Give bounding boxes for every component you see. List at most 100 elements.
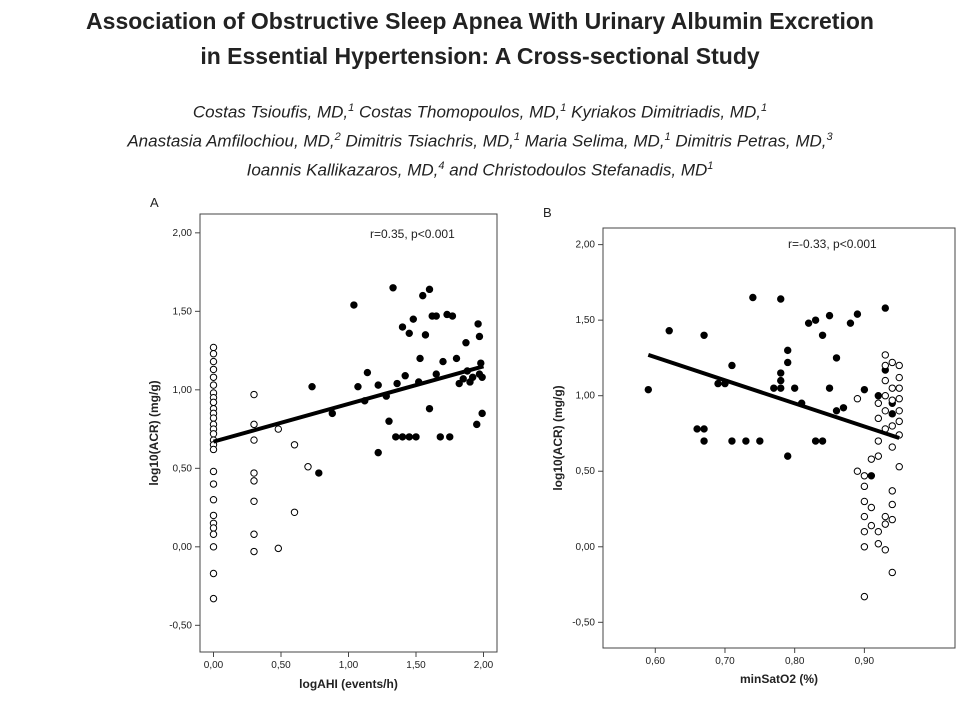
author-name: Maria Selima, MD,	[524, 131, 665, 151]
scatter-point	[469, 373, 477, 381]
scatter-point	[665, 327, 673, 335]
y-axis-label: log10(ACR) (mg/g)	[147, 380, 161, 485]
scatter-point	[374, 381, 382, 389]
scatter-point	[250, 436, 258, 444]
scatter-point	[274, 544, 282, 553]
affiliation: 1	[664, 131, 671, 144]
x-tick-label: 0,70	[715, 656, 735, 667]
y-tick-label: 1,50	[576, 315, 596, 326]
affiliation: 4	[438, 160, 445, 173]
authors: Costas Tsioufis, MD,1 Costas Thomopoulos…	[0, 96, 960, 183]
scatter-point	[860, 472, 869, 480]
scatter-point	[209, 524, 218, 532]
scatter-point	[446, 433, 454, 441]
plot-frame	[602, 227, 956, 649]
scatter-point	[895, 463, 903, 471]
scatter-point	[784, 452, 792, 460]
scatter-point	[436, 433, 444, 441]
scatter-point	[308, 382, 316, 391]
scatter-point	[700, 425, 708, 433]
y-tick-label: 1,50	[173, 306, 193, 317]
affiliation: 1	[513, 131, 520, 144]
scatter-point	[363, 368, 372, 377]
affiliation: 1	[560, 102, 567, 114]
scatter-point	[209, 543, 218, 551]
scatter-point	[784, 346, 792, 355]
y-tick-label: 0,00	[576, 542, 596, 553]
scatter-point	[777, 384, 785, 392]
scatter-point	[250, 390, 258, 399]
y-tick-label: 0,00	[173, 542, 193, 553]
scatter-point	[315, 469, 323, 477]
scatter-point	[881, 391, 889, 400]
scatter-point	[756, 437, 764, 445]
scatter-point	[412, 433, 420, 441]
scatter-point	[398, 433, 407, 441]
annotation: r=-0.33, p<0.001	[788, 237, 877, 251]
scatter-point	[867, 472, 876, 480]
scatter-point	[209, 430, 218, 438]
author-name: Ioannis Kallikazaros, MD,	[246, 160, 439, 180]
scatter-point	[416, 354, 424, 363]
scatter-point	[874, 540, 883, 548]
scatter-point	[209, 511, 218, 520]
scatter-point	[448, 312, 457, 320]
scatter-point	[790, 384, 799, 392]
scatter-point	[209, 357, 218, 366]
scatter-point	[693, 425, 701, 433]
scatter-point	[888, 410, 896, 418]
scatter-point	[895, 361, 903, 370]
scatter-point	[860, 527, 869, 536]
scatter-point	[475, 332, 484, 341]
scatter-point	[389, 284, 397, 292]
scatter-point	[209, 414, 218, 422]
scatter-point	[888, 515, 896, 524]
scatter-point	[749, 293, 757, 302]
scatter-point	[700, 437, 708, 445]
scatter-point	[881, 520, 889, 528]
scatter-point	[425, 285, 434, 294]
x-tick-label: 1,50	[406, 660, 426, 671]
x-tick-label: 0,00	[204, 660, 224, 671]
scatter-point	[250, 420, 258, 429]
y-tick-label: 0,50	[173, 463, 193, 474]
scatter-point	[853, 395, 862, 403]
scatter-point	[853, 310, 862, 318]
author-name: Kyriakos Dimitriadis, MD,	[571, 102, 761, 122]
author-name: Anastasia Amfilochiou, MD,	[127, 131, 335, 151]
x-tick-label: 2,00	[474, 660, 494, 671]
panel-label: B	[543, 205, 552, 220]
scatter-point	[874, 414, 883, 423]
y-tick-label: 2,00	[576, 240, 596, 251]
scatter-point	[432, 312, 440, 320]
scatter-point	[478, 373, 486, 381]
regression-line	[647, 353, 900, 440]
scatter-point	[888, 500, 896, 509]
x-axis-label: minSatO2 (%)	[740, 672, 818, 686]
scatter-point	[867, 503, 876, 512]
scatter-point	[728, 361, 736, 370]
scatter-point	[881, 361, 889, 370]
scatter-point	[250, 530, 258, 538]
scatter-point	[818, 437, 827, 445]
scatter-point	[777, 376, 785, 385]
scatter-point	[860, 592, 869, 601]
scatter-point	[867, 521, 876, 530]
scatter-point	[209, 365, 218, 374]
scatter-point	[825, 384, 834, 392]
scatter-point	[385, 417, 393, 425]
y-tick-label: 0,50	[576, 466, 596, 477]
scatter-point	[860, 482, 869, 491]
scatter-point	[459, 375, 467, 383]
scatter-point	[742, 437, 750, 445]
scatter-point	[825, 311, 834, 320]
title-line: in Essential Hypertension: A Cross-secti…	[200, 43, 760, 69]
scatter-point	[811, 437, 820, 445]
regression-line	[212, 364, 485, 444]
scatter-point	[811, 316, 820, 324]
scatter-point	[474, 320, 482, 328]
scatter-point	[209, 569, 218, 578]
scatter-point	[290, 508, 299, 516]
scatter-point	[888, 443, 896, 451]
